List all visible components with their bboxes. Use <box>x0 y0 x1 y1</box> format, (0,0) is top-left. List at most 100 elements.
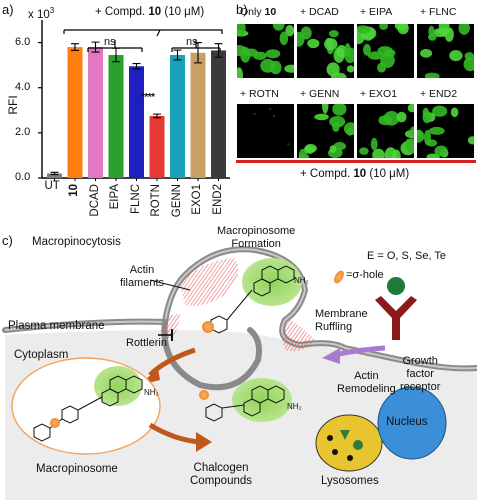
macropinocytosis-diagram <box>2 246 477 500</box>
cell-blob <box>314 113 329 121</box>
cell-blob <box>377 62 387 73</box>
fluorescence-micrograph <box>297 104 354 158</box>
error-bar-10 <box>71 43 79 52</box>
error-bar-rotn <box>153 113 161 119</box>
chalcogen-legend-line: E = O, S, Se, Te <box>367 250 446 262</box>
cell-blob <box>428 126 445 135</box>
micrograph-label: + EIPA <box>360 6 393 18</box>
treatment-label: + Compd. 10 (10 μM) <box>95 6 205 18</box>
lysosome-cargo-circle-1 <box>353 440 363 450</box>
cell-blob <box>260 58 276 73</box>
cell-blob <box>378 115 393 126</box>
cell-blob <box>409 126 414 137</box>
cell-blob <box>449 50 463 62</box>
cell-blob <box>287 143 290 146</box>
panel-a-label: a) <box>2 2 14 17</box>
sigma-hole-legend-icon <box>334 270 344 284</box>
bar-ut <box>47 173 62 178</box>
cell-blob <box>379 24 388 30</box>
micrograph-label: + EXO1 <box>360 88 398 100</box>
cell-blob <box>284 64 294 73</box>
micrograph-label: + DCAD <box>300 6 339 18</box>
cell-blob <box>329 145 337 153</box>
growth-factor-receptor-label: Growth factor receptor <box>400 355 441 393</box>
fluorescence-micrograph <box>297 24 354 78</box>
bar-rotn <box>149 115 165 178</box>
x-tick-label-ut: UT <box>44 180 60 192</box>
fluorescence-micrograph <box>357 104 414 158</box>
sigma-hole-free <box>199 390 209 400</box>
ns-right-label: ns <box>186 36 198 48</box>
nh2-vesicle: NH₂ <box>144 388 159 397</box>
cell-blob <box>404 138 414 150</box>
cell-blob <box>359 147 369 155</box>
y-tick-label: 0.0 <box>15 171 31 183</box>
actin-filaments-left <box>160 314 180 340</box>
y-multiplier: x 103 <box>28 6 55 21</box>
chalcogen-compounds-label: Chalcogen Compounds <box>190 462 253 487</box>
error-bar-end2 <box>214 43 223 58</box>
cell-blob <box>285 25 294 37</box>
cell-blob <box>344 43 351 57</box>
internalization-arrow <box>148 347 196 377</box>
cell-blob <box>417 130 425 143</box>
cell-blob <box>426 139 438 147</box>
sigma-hole-spot <box>202 321 214 333</box>
cell-blob <box>420 48 433 58</box>
cell-blob <box>432 105 448 117</box>
lysosome-cargo-dot-2 <box>347 455 353 461</box>
cell-blob <box>332 104 347 116</box>
rottlerin-label: Rottlerin <box>126 337 167 349</box>
micrograph-label: + GENN <box>300 88 340 100</box>
cell-blob <box>265 49 281 59</box>
cell-blob <box>467 136 474 145</box>
cell-blob <box>444 27 454 42</box>
cell-blob <box>384 147 397 158</box>
cell-blob <box>332 121 340 132</box>
y-tick-label: 2.0 <box>15 125 31 138</box>
micrograph-label: + ROTN <box>240 88 279 100</box>
treatment-bracket <box>63 29 223 34</box>
lysosome-cargo-triangle <box>340 430 350 440</box>
ns-bracket-left <box>87 40 143 52</box>
cell-blob <box>322 104 329 114</box>
cell-blob <box>372 148 385 158</box>
lysosome-cargo-dot-1 <box>332 449 338 455</box>
cell-blob <box>458 24 470 35</box>
cell-blob <box>328 30 339 38</box>
growth-factor-receptor <box>375 296 417 340</box>
nucleus-label: Nucleus <box>386 416 428 428</box>
lysosome-cargo-dot-3 <box>327 435 333 441</box>
fluorescence-micrograph <box>417 24 474 78</box>
cell-blob <box>463 57 474 72</box>
actin-remodeling-arrow-head <box>322 348 340 364</box>
cell-blob <box>324 38 338 51</box>
fluorescence-micrograph <box>417 104 474 158</box>
cell-blob <box>434 145 448 157</box>
micrograph-label: + END2 <box>420 88 458 100</box>
cell-blob <box>422 111 432 124</box>
fluorescence-micrograph <box>237 104 294 158</box>
cell-blob <box>272 24 285 31</box>
ns-bracket-right <box>171 40 221 52</box>
cell-blob <box>333 142 346 151</box>
actin-filaments-top <box>180 258 239 307</box>
panel-b-treatment-label: + Compd. 10 (10 μM) <box>300 168 410 180</box>
panel-c-label: c) <box>2 233 13 248</box>
cell-blob <box>279 31 289 46</box>
cell-blob <box>330 72 347 78</box>
bar-end2 <box>211 50 226 178</box>
cell-blob <box>307 38 320 49</box>
nh2-free: NH₂ <box>287 402 302 411</box>
growth-factor-ligand <box>387 277 405 295</box>
cell-blob <box>424 72 440 78</box>
compound-structure-free <box>205 385 285 422</box>
significance-stars: **** <box>141 92 155 103</box>
bar-genn <box>170 54 185 178</box>
cell-blob <box>346 65 354 73</box>
nucleus <box>377 386 447 460</box>
cell-blob <box>397 24 409 35</box>
bar-flnc <box>129 66 144 178</box>
sigma-hole-vesicle <box>50 418 60 428</box>
compound-glow-free <box>232 378 292 422</box>
